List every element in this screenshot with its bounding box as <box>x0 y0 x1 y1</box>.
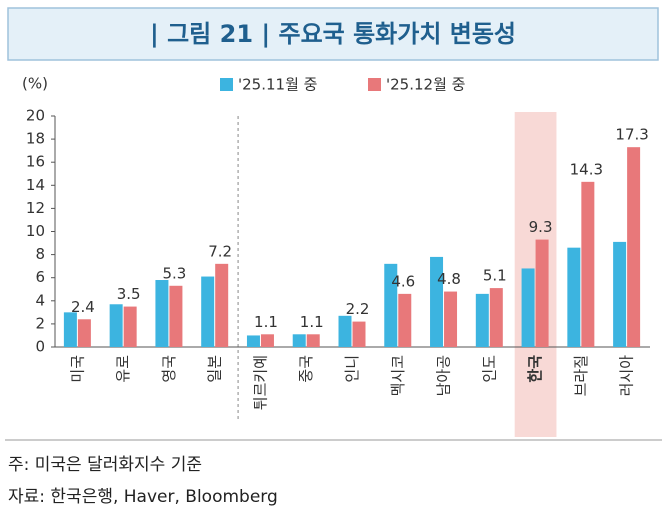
y-tick-label: 2 <box>35 314 45 332</box>
x-tick-label: 인니 <box>343 355 361 383</box>
bar <box>627 147 641 347</box>
y-tick-label: 18 <box>26 130 45 148</box>
legend-label: '25.12월 중 <box>386 76 465 94</box>
chart-title: | 그림 21 | 주요국 통화가치 변동성 <box>150 20 516 48</box>
legend-label: '25.11월 중 <box>238 76 317 94</box>
bar <box>384 263 398 347</box>
value-label: 14.3 <box>570 160 603 178</box>
y-tick-label: 20 <box>26 107 45 125</box>
bar <box>306 334 320 347</box>
bar <box>521 268 535 347</box>
note: 주: 미국은 달러화지수 기준 <box>8 455 202 475</box>
y-tick-label: 14 <box>26 176 45 194</box>
x-tick-label: 영국 <box>160 355 178 383</box>
value-label: 17.3 <box>615 126 648 144</box>
bar <box>201 276 215 347</box>
value-label: 4.8 <box>437 270 461 288</box>
bar <box>109 304 123 347</box>
value-label: 1.1 <box>300 313 324 331</box>
bar <box>63 312 77 347</box>
y-tick-label: 4 <box>35 291 45 309</box>
y-axis-label: (%) <box>22 75 48 93</box>
value-label: 4.6 <box>391 272 415 290</box>
bar <box>398 293 412 347</box>
x-tick-label: 중국 <box>297 355 315 383</box>
bar <box>123 306 137 347</box>
value-label: 7.2 <box>208 242 232 260</box>
bar <box>155 280 169 347</box>
bar <box>77 319 91 347</box>
bar <box>567 247 581 347</box>
value-label: 2.4 <box>71 298 95 316</box>
y-tick-label: 16 <box>26 153 45 171</box>
bar <box>430 256 444 347</box>
title-box <box>7 7 659 61</box>
bar <box>535 239 549 347</box>
x-tick-label: 유로 <box>114 355 132 383</box>
bar <box>246 335 260 347</box>
bar <box>169 285 183 347</box>
legend-swatch <box>368 78 381 91</box>
x-tick-label: 한국 <box>526 355 544 383</box>
x-tick-label: 일본 <box>206 355 224 383</box>
bar <box>581 181 595 347</box>
x-tick-label: 튀르키예 <box>251 355 269 410</box>
legend-swatch <box>220 78 233 91</box>
value-label: 1.1 <box>254 313 278 331</box>
x-tick-label: 인도 <box>480 355 498 383</box>
x-tick-label: 러시아 <box>618 355 636 397</box>
bar <box>338 315 352 347</box>
value-label: 5.3 <box>162 264 186 282</box>
bar <box>444 291 458 347</box>
bar <box>613 241 627 347</box>
y-tick-label: 6 <box>35 268 45 286</box>
y-tick-label: 8 <box>35 245 45 263</box>
y-tick-label: 10 <box>26 222 45 240</box>
x-tick-label: 미국 <box>68 355 86 383</box>
bar <box>475 293 489 347</box>
bar <box>260 334 274 347</box>
x-tick-label: 브라질 <box>572 355 590 396</box>
y-tick-label: 12 <box>26 199 45 217</box>
value-label: 3.5 <box>117 285 141 303</box>
x-tick-label: 멕시코 <box>389 355 407 396</box>
bar <box>352 321 366 347</box>
bar <box>489 288 503 347</box>
x-tick-label: 남아공 <box>435 355 453 396</box>
bar <box>292 334 306 347</box>
value-label: 9.3 <box>529 218 553 236</box>
source: 자료: 한국은행, Haver, Bloomberg <box>8 487 278 507</box>
bar <box>215 263 229 347</box>
y-tick-label: 0 <box>35 338 45 356</box>
value-label: 5.1 <box>483 267 507 285</box>
value-label: 2.2 <box>346 300 370 318</box>
